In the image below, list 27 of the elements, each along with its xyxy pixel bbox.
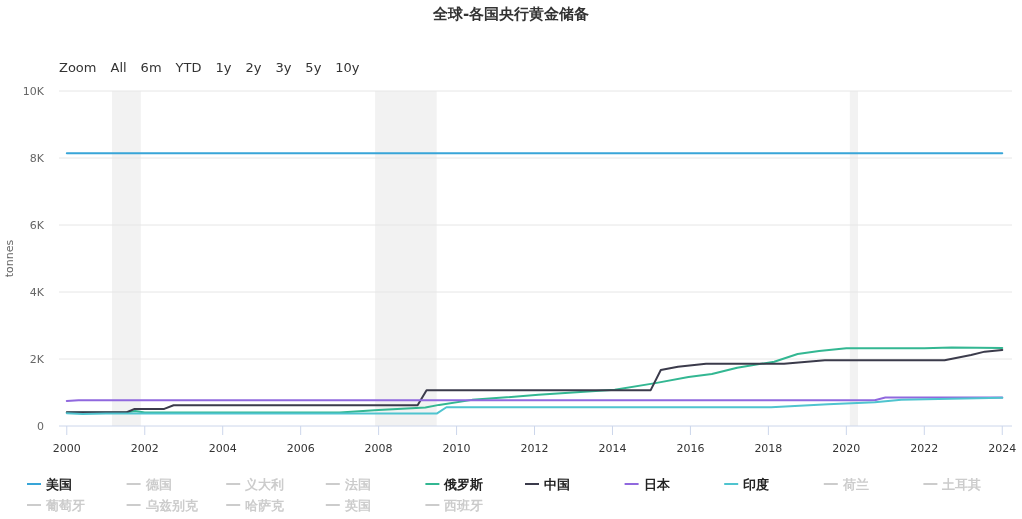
title: 全球-各国央行黄金储备	[432, 5, 590, 23]
x-tick-label: 2006	[286, 442, 315, 455]
y-axis-title: tonnes	[3, 239, 16, 278]
x-tick-label: 2016	[676, 442, 705, 455]
x-tick-label: 2020	[832, 442, 861, 455]
y-tick-label: 6K	[29, 219, 45, 232]
y-tick-label: 4K	[29, 286, 45, 299]
y-tick-label: 8K	[29, 152, 45, 165]
x-tick-label: 2008	[364, 442, 393, 455]
annotations: Zoom All 6m YTD 1y 2y 3y 5y 10y	[59, 60, 360, 75]
legend-label: 俄罗斯	[443, 477, 484, 492]
legend-label: 印度	[743, 477, 770, 492]
x-tick-label: 2012	[520, 442, 549, 455]
y-tick-label: 2K	[29, 353, 45, 366]
x-tick-label: 2004	[208, 442, 237, 455]
x-tick-label: 2002	[130, 442, 159, 455]
legend-label: 日本	[643, 477, 671, 492]
x-tick-label: 2000	[52, 442, 81, 455]
x-tick-label: 2010	[442, 442, 471, 455]
x-tick-label: 2022	[910, 442, 939, 455]
y-tick-label: 0	[37, 420, 44, 433]
y-tick-label: 10K	[22, 85, 45, 98]
legend-label: 美国	[45, 477, 72, 492]
x-tick-label: 2014	[598, 442, 627, 455]
x-tick-label: 2018	[754, 442, 783, 455]
x-tick-label: 2024	[988, 442, 1017, 455]
legend-label: 中国	[544, 477, 570, 492]
